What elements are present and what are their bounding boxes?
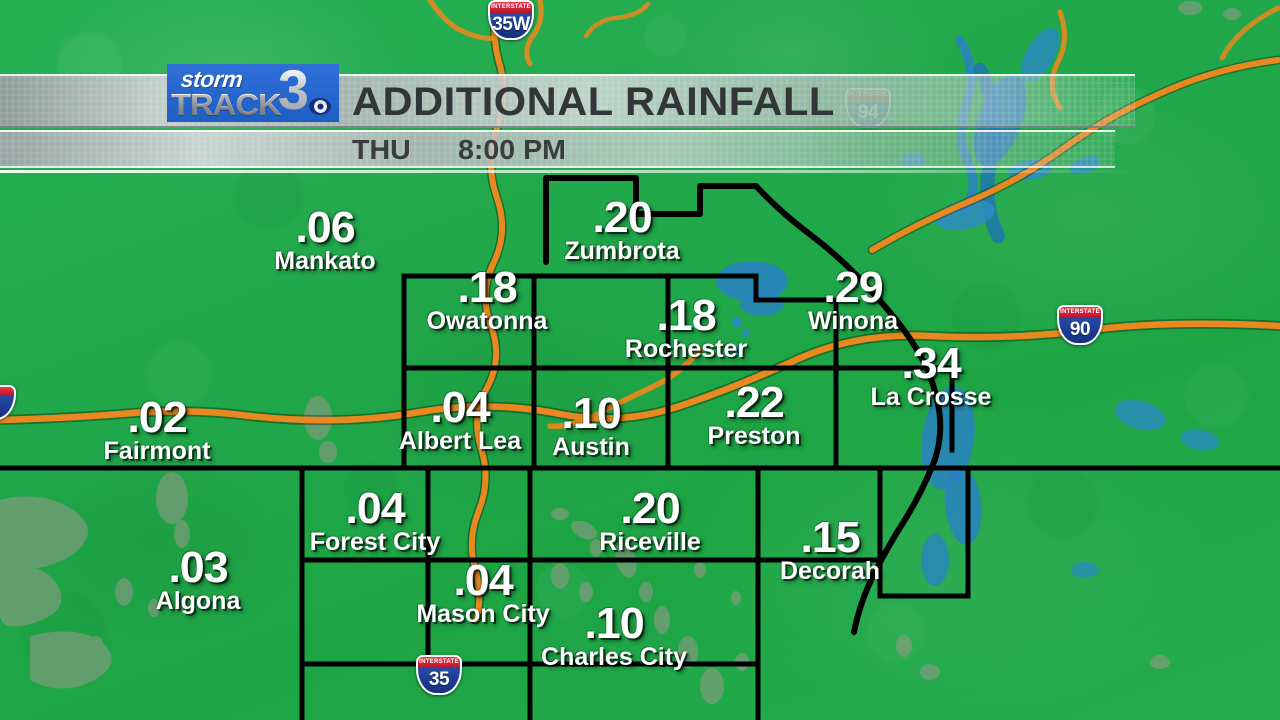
rainfall-value: .04 bbox=[430, 383, 490, 432]
urban-terrain-patches bbox=[0, 1, 1241, 704]
city-label-owatonna: .18 Owatonna bbox=[412, 263, 562, 335]
station-logo: storm TRACK 3 bbox=[167, 64, 339, 122]
interstate-shield-35: INTERSTATE 35 bbox=[416, 655, 462, 695]
city-name: La Crosse bbox=[870, 383, 992, 411]
city-name: Austin bbox=[552, 433, 630, 461]
city-name: Charles City bbox=[541, 643, 687, 671]
interstate-shield-partial-left bbox=[0, 385, 16, 420]
shield-number: 35 bbox=[428, 668, 450, 690]
interstate-shield-35w: INTERSTATE 35W bbox=[488, 0, 534, 40]
city-name: Zumbrota bbox=[564, 237, 680, 265]
shield-label: INTERSTATE bbox=[490, 2, 532, 13]
city-name: Owatonna bbox=[426, 307, 548, 335]
shield-label bbox=[0, 387, 14, 396]
city-name: Winona bbox=[807, 307, 899, 335]
logo-track-text: TRACK bbox=[171, 87, 282, 122]
rainfall-value: .10 bbox=[561, 389, 621, 438]
shield-number: 35W bbox=[492, 13, 530, 35]
city-name: Rochester bbox=[624, 335, 748, 363]
city-label-rochester: .18 Rochester bbox=[606, 291, 766, 363]
city-name: Mason City bbox=[416, 600, 550, 628]
rainfall-value: .20 bbox=[620, 484, 680, 533]
shield-label: INTERSTATE bbox=[1059, 307, 1101, 318]
city-label-fairmont: .02 Fairmont bbox=[88, 393, 226, 465]
city-label-algona: .03 Algona bbox=[138, 543, 258, 615]
city-label-mason-city: .04 Mason City bbox=[404, 556, 562, 628]
rainfall-value: .04 bbox=[345, 484, 405, 533]
city-label-winona: .29 Winona bbox=[786, 263, 920, 335]
rainfall-value: .06 bbox=[295, 203, 355, 252]
shield-number bbox=[0, 394, 16, 418]
city-label-mankato: .06 Mankato bbox=[245, 203, 405, 275]
forecast-time: 8:00 PM bbox=[458, 134, 566, 165]
county-boundaries bbox=[5, 273, 1280, 720]
city-name: Forest City bbox=[309, 528, 441, 556]
city-name: Algona bbox=[155, 587, 241, 615]
city-label-charles-city: .10 Charles City bbox=[529, 599, 699, 671]
interstate-shield-90: INTERSTATE 90 bbox=[1057, 305, 1103, 345]
city-label-forest-city: .04 Forest City bbox=[299, 484, 451, 556]
rainfall-value: .29 bbox=[823, 263, 883, 312]
rainfall-value: .34 bbox=[901, 339, 961, 388]
rainfall-value: .18 bbox=[457, 263, 517, 312]
rainfall-value: .04 bbox=[453, 556, 513, 605]
city-label-riceville: .20 Riceville bbox=[581, 484, 719, 556]
rainfall-value: .20 bbox=[592, 193, 652, 242]
city-label-austin: .10 Austin bbox=[536, 389, 646, 461]
city-name: Preston bbox=[707, 422, 801, 450]
shield-number: 90 bbox=[1069, 318, 1091, 340]
city-label-zumbrota: .20 Zumbrota bbox=[547, 193, 697, 265]
rainfall-value: .02 bbox=[127, 393, 187, 442]
rainfall-value: .18 bbox=[656, 291, 716, 340]
city-name: Fairmont bbox=[103, 437, 211, 465]
forecast-day: THU bbox=[352, 134, 411, 165]
city-label-albert-lea: .04 Albert Lea bbox=[386, 383, 534, 455]
rainfall-value: .15 bbox=[800, 513, 860, 562]
city-name: Mankato bbox=[274, 247, 376, 275]
rainfall-value: .22 bbox=[724, 378, 784, 427]
banner-secondary-bar bbox=[0, 130, 1115, 168]
rainfall-value: .10 bbox=[584, 599, 644, 648]
shield-label: INTERSTATE bbox=[418, 657, 460, 668]
city-label-decorah: .15 Decorah bbox=[764, 513, 896, 585]
city-name: Riceville bbox=[599, 528, 701, 556]
city-name: Albert Lea bbox=[398, 427, 522, 455]
city-label-preston: .22 Preston bbox=[688, 378, 820, 450]
city-name: Decorah bbox=[779, 557, 881, 585]
cbs-eye-icon bbox=[309, 98, 331, 115]
city-label-la-crosse: .34 La Crosse bbox=[855, 339, 1007, 411]
banner-accent-line bbox=[0, 170, 1135, 173]
logo-channel-number: 3 bbox=[277, 64, 309, 121]
rainfall-value: .03 bbox=[168, 543, 228, 592]
page-title: ADDITIONAL RAINFALL bbox=[352, 80, 835, 124]
